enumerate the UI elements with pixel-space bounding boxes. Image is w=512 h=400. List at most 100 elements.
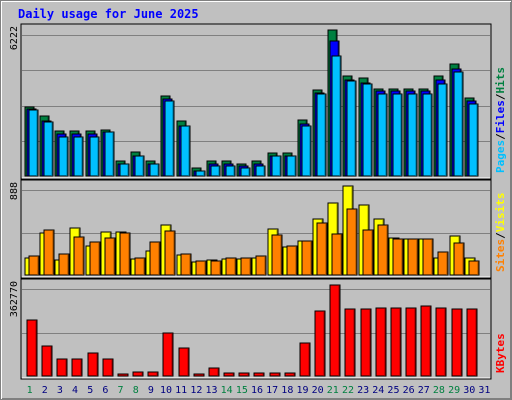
legend-visits-sites: Sites/Visits — [494, 193, 507, 273]
bar-sites-day-17 — [271, 234, 283, 276]
bar-pages-day-5 — [89, 136, 100, 177]
day-label-28: 28 — [433, 385, 445, 396]
bar-pages-day-19 — [301, 125, 312, 177]
bar-sites-day-12 — [195, 260, 207, 276]
bar-pages-day-15 — [240, 167, 251, 177]
day-label-29: 29 — [448, 385, 460, 396]
bar-pages-day-26 — [407, 93, 418, 177]
bar-sites-day-26 — [407, 238, 419, 276]
bar-pages-day-18 — [286, 155, 297, 177]
bar-sites-day-5 — [89, 241, 101, 276]
bar-sites-day-20 — [316, 222, 328, 276]
bar-kbytes-day-7 — [117, 373, 129, 377]
bar-sites-day-2 — [43, 229, 55, 276]
bar-pages-day-20 — [316, 93, 327, 177]
bar-pages-day-8 — [134, 155, 145, 177]
bar-kbytes-day-12 — [193, 373, 205, 377]
legend-entry: KBytes — [494, 333, 507, 373]
day-label-13: 13 — [205, 385, 217, 396]
day-label-11: 11 — [175, 385, 187, 396]
day-label-10: 10 — [160, 385, 172, 396]
axis-max-label-pages-files-hits: 6222 — [9, 26, 20, 50]
bar-pages-day-3 — [58, 136, 69, 177]
bar-kbytes-day-2 — [41, 345, 53, 377]
bar-pages-day-28 — [437, 83, 448, 177]
bar-kbytes-day-10 — [162, 332, 174, 377]
bar-pages-day-13 — [210, 165, 221, 177]
day-label-27: 27 — [418, 385, 430, 396]
bar-pages-day-17 — [271, 155, 282, 177]
day-label-1: 1 — [27, 385, 33, 396]
day-label-4: 4 — [72, 385, 78, 396]
bar-pages-day-4 — [73, 136, 84, 177]
bar-sites-day-7 — [119, 232, 131, 276]
legend-kbytes: KBytes — [494, 333, 507, 373]
bar-sites-day-9 — [149, 241, 161, 276]
day-label-8: 8 — [133, 385, 139, 396]
bar-pages-day-1 — [28, 109, 39, 177]
bar-sites-day-27 — [422, 238, 434, 276]
bar-pages-day-7 — [119, 163, 130, 177]
bar-kbytes-day-11 — [178, 347, 190, 377]
bar-kbytes-day-13 — [208, 367, 220, 377]
bar-kbytes-day-16 — [253, 372, 265, 377]
bar-kbytes-day-28 — [435, 307, 447, 377]
bar-kbytes-day-5 — [87, 352, 99, 377]
bar-pages-day-27 — [422, 93, 433, 177]
bar-pages-day-25 — [392, 93, 403, 177]
bar-kbytes-day-20 — [314, 310, 326, 377]
bar-sites-day-4 — [73, 236, 85, 276]
day-label-16: 16 — [251, 385, 263, 396]
legend-entry: / — [494, 232, 507, 239]
bar-kbytes-day-22 — [344, 308, 356, 377]
day-label-6: 6 — [102, 385, 108, 396]
bar-kbytes-day-9 — [147, 371, 159, 377]
bar-sites-day-14 — [225, 257, 237, 276]
day-label-2: 2 — [42, 385, 48, 396]
bar-sites-day-6 — [104, 237, 116, 276]
bar-sites-day-24 — [377, 224, 389, 276]
axis-max-label-kbytes: 362770 — [9, 281, 20, 317]
bar-sites-day-19 — [301, 240, 313, 276]
bar-kbytes-day-15 — [238, 372, 250, 377]
bar-sites-day-8 — [134, 257, 146, 276]
bar-sites-day-13 — [210, 260, 222, 276]
bar-kbytes-day-17 — [269, 372, 281, 377]
day-label-15: 15 — [236, 385, 248, 396]
bar-kbytes-day-21 — [329, 284, 341, 377]
bar-kbytes-day-3 — [56, 358, 68, 377]
bar-kbytes-day-25 — [390, 307, 402, 377]
bar-pages-day-11 — [180, 125, 191, 177]
bar-kbytes-day-1 — [26, 319, 38, 377]
bar-pages-day-12 — [195, 170, 206, 177]
day-label-22: 22 — [342, 385, 354, 396]
day-label-24: 24 — [372, 385, 384, 396]
day-label-12: 12 — [190, 385, 202, 396]
bar-pages-day-21 — [331, 55, 342, 177]
legend-entry: Pages — [494, 140, 507, 173]
bar-pages-day-24 — [377, 93, 388, 177]
bar-pages-day-9 — [149, 163, 160, 177]
bar-pages-day-2 — [43, 121, 54, 177]
bar-sites-day-1 — [28, 255, 40, 276]
bar-kbytes-day-24 — [375, 307, 387, 377]
bar-sites-day-28 — [437, 251, 449, 276]
bar-kbytes-day-14 — [223, 372, 235, 377]
bar-kbytes-day-6 — [102, 358, 114, 377]
bar-sites-day-21 — [331, 233, 343, 276]
day-label-17: 17 — [266, 385, 278, 396]
bar-kbytes-day-30 — [466, 308, 478, 377]
bar-kbytes-day-8 — [132, 371, 144, 377]
day-label-30: 30 — [463, 385, 475, 396]
day-label-31: 31 — [478, 385, 490, 396]
legend-entry: / — [494, 133, 507, 140]
day-label-9: 9 — [148, 385, 154, 396]
legend-entry: Hits — [494, 67, 507, 94]
bar-kbytes-day-29 — [451, 308, 463, 377]
legend-entry: Files — [494, 100, 507, 133]
bar-sites-day-23 — [362, 229, 374, 276]
bar-sites-day-30 — [468, 260, 480, 276]
day-label-19: 19 — [296, 385, 308, 396]
bar-pages-day-22 — [346, 80, 357, 177]
